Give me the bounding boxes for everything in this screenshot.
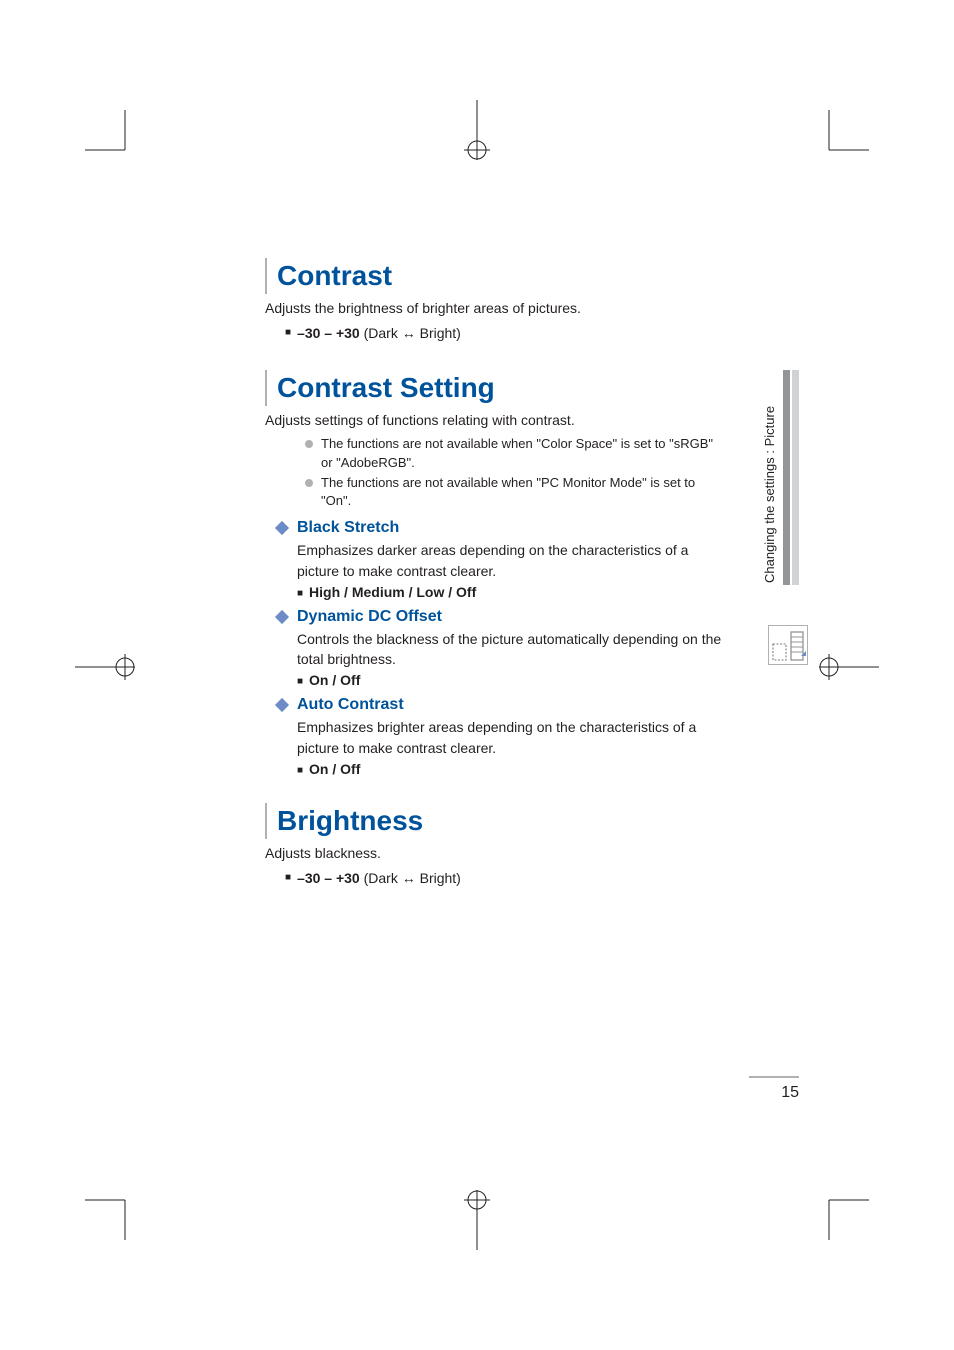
section-contrast: Contrast: [265, 258, 725, 294]
section-title: Contrast Setting: [277, 372, 495, 404]
title-bar: [265, 370, 267, 406]
square-bullet: ■: [285, 872, 291, 883]
page-number: 15: [781, 1084, 799, 1102]
settings-thumb-icon: [768, 625, 808, 665]
opts-text: On / Off: [309, 761, 360, 777]
sub-body: Controls the blackness of the picture au…: [297, 629, 725, 670]
sub-opts: ■ On / Off: [297, 672, 725, 688]
sub-dynamic-dc-offset: Dynamic DC Offset: [277, 608, 725, 626]
section-title: Contrast: [277, 260, 392, 292]
section-desc: Adjusts the brightness of brighter areas…: [265, 298, 725, 318]
sub-auto-contrast: Auto Contrast: [277, 696, 725, 714]
note-item: The functions are not available when "Co…: [305, 435, 725, 473]
side-tab: Changing the settings : Picture: [760, 370, 799, 585]
crop-mark-tc: [455, 100, 499, 160]
range-tail: (Dark ↔ Bright): [360, 325, 461, 341]
crop-mark-tr: [809, 110, 869, 170]
bullet-dot: [305, 479, 313, 487]
crop-mark-bl: [85, 1180, 145, 1240]
section-brightness: Brightness: [265, 803, 725, 839]
bullet-dot: [305, 440, 313, 448]
range-bold: –30 – +30: [297, 870, 360, 886]
side-bar-dark: [783, 370, 790, 585]
sub-opts: ■ High / Medium / Low / Off: [297, 584, 725, 600]
opts-text: High / Medium / Low / Off: [309, 584, 476, 600]
note-text: The functions are not available when "PC…: [321, 474, 725, 512]
title-bar: [265, 258, 267, 294]
square-bullet: ■: [285, 327, 291, 338]
crop-mark-mr: [819, 645, 879, 689]
range-line: ■ –30 – +30 (Dark ↔ Bright): [285, 868, 725, 888]
section-contrast-setting: Contrast Setting: [265, 370, 725, 406]
note-item: The functions are not available when "PC…: [305, 474, 725, 512]
crop-mark-tl: [85, 110, 145, 170]
side-tab-label: Changing the settings : Picture: [760, 370, 779, 585]
diamond-icon: [275, 698, 289, 712]
sub-label: Auto Contrast: [297, 696, 404, 714]
opts-text: On / Off: [309, 672, 360, 688]
sub-label: Black Stretch: [297, 519, 399, 537]
range-tail: (Dark ↔ Bright): [360, 870, 461, 886]
square-bullet: ■: [297, 676, 303, 687]
diamond-icon: [275, 521, 289, 535]
side-bar-light: [792, 370, 799, 585]
sub-body: Emphasizes darker areas depending on the…: [297, 540, 725, 581]
page-content: Contrast Adjusts the brightness of brigh…: [265, 258, 725, 891]
section-desc: Adjusts settings of functions relating w…: [265, 410, 725, 430]
square-bullet: ■: [297, 765, 303, 776]
page-rule: [749, 1076, 799, 1078]
section-title: Brightness: [277, 805, 423, 837]
range-bold: –30 – +30: [297, 325, 360, 341]
crop-mark-bc: [455, 1190, 499, 1250]
diamond-icon: [275, 610, 289, 624]
crop-mark-br: [809, 1180, 869, 1240]
title-bar: [265, 803, 267, 839]
square-bullet: ■: [297, 588, 303, 599]
sub-opts: ■ On / Off: [297, 761, 725, 777]
sub-label: Dynamic DC Offset: [297, 608, 442, 626]
sub-black-stretch: Black Stretch: [277, 519, 725, 537]
crop-mark-ml: [75, 645, 135, 689]
section-desc: Adjusts blackness.: [265, 843, 725, 863]
range-line: ■ –30 – +30 (Dark ↔ Bright): [285, 323, 725, 343]
sub-body: Emphasizes brighter areas depending on t…: [297, 717, 725, 758]
note-text: The functions are not available when "Co…: [321, 435, 725, 473]
